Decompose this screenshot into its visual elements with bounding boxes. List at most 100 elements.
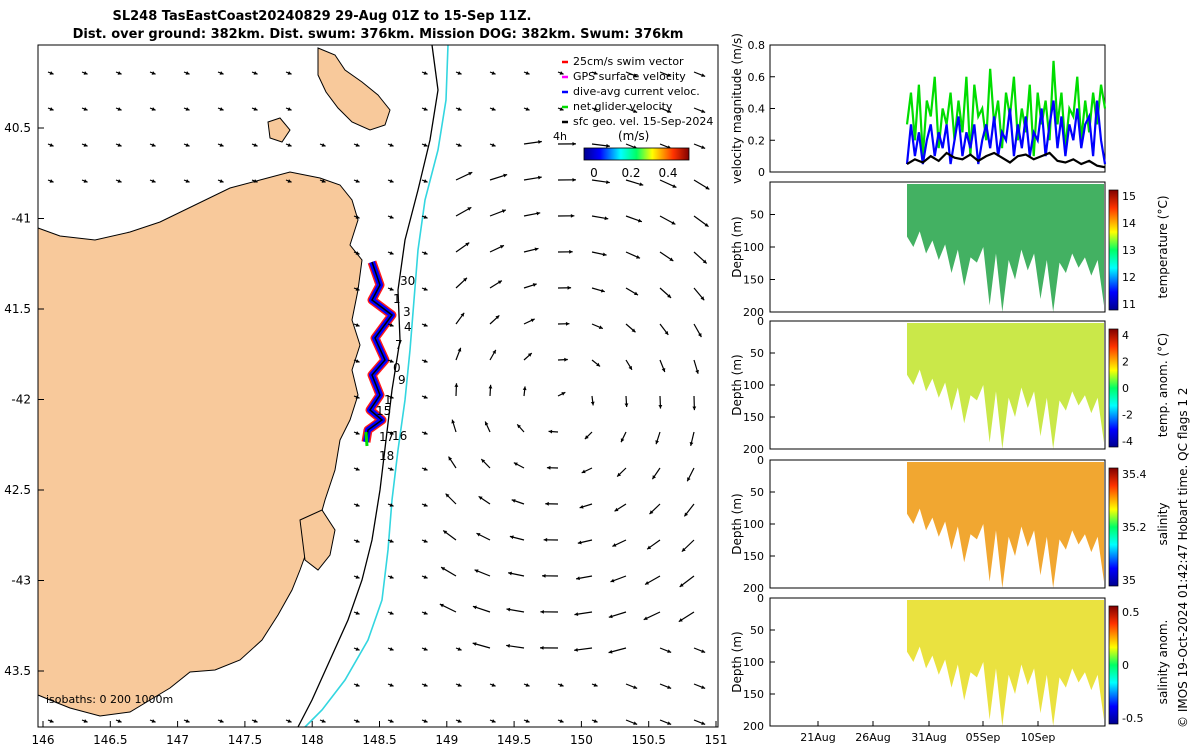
vector-arrowhead	[602, 252, 607, 257]
vector-arrowhead	[49, 143, 54, 147]
vector-arrowhead	[49, 719, 54, 723]
vector-arrowhead	[389, 611, 394, 615]
vector-arrowhead	[253, 107, 258, 111]
waypoint-label: 18	[379, 449, 394, 463]
vector-arrowhead	[355, 359, 360, 363]
heatmap-panel: 0 50 100 150 200 Depth (m) 35.4 35.2 35 salinity	[730, 454, 1170, 595]
heatmap-ytick-label: 0	[757, 592, 764, 605]
vector-arrowhead	[527, 353, 532, 357]
vector-arrowhead	[701, 721, 706, 725]
vector-arrowhead	[540, 609, 544, 614]
vector-arrowhead	[636, 255, 641, 259]
vector-arrowhead	[355, 395, 360, 399]
vector-arrowhead	[287, 71, 292, 75]
vector-arrowhead	[423, 287, 428, 291]
vector-arrowhead	[530, 318, 535, 323]
vector-arrowhead	[321, 179, 326, 183]
vector-arrowhead	[355, 611, 360, 615]
vector-arrowhead	[704, 222, 709, 227]
vector-arrowhead	[448, 456, 453, 461]
vector-arrowhead	[511, 499, 516, 503]
vector-arrowhead	[633, 109, 638, 113]
heatmap-ytick-label: 200	[743, 306, 764, 319]
vector-arrowhead	[576, 576, 580, 581]
vector-arrowhead	[423, 503, 428, 507]
vector-arrowhead	[701, 145, 706, 149]
vector-arrowhead	[701, 649, 706, 653]
vector-arrowhead	[445, 493, 450, 498]
map-ytick-label: 42.5	[4, 483, 31, 497]
waypoint-label: 1	[393, 292, 401, 306]
heatmap-ytick-label: 50	[750, 209, 764, 222]
vector-arrowhead	[389, 143, 394, 147]
vector-arrowhead	[702, 259, 707, 264]
vector-arrowhead	[355, 251, 360, 255]
vector-arrowhead	[389, 395, 394, 399]
vector-arrowhead	[253, 71, 258, 75]
waypoint-label: 30	[400, 274, 415, 288]
legend-label: sfc geo. vel. 15-Sep-2024	[573, 115, 713, 128]
time-series-panels: 0 0.2 0.4 0.6 0.8 velocity magnitude (m/s) 50 1…	[730, 33, 1170, 744]
heatmap-colorbar-tick: -4	[1122, 435, 1133, 448]
vector-arrowhead	[596, 362, 601, 367]
vector-arrowhead	[572, 177, 576, 182]
vector-arrowhead	[633, 291, 638, 296]
isobath-200	[297, 44, 439, 728]
vector-arrowhead	[460, 312, 465, 317]
vector-arrowhead	[525, 719, 530, 723]
vector-arrowhead	[604, 216, 609, 221]
vector-arrowhead	[581, 469, 586, 474]
vector-arrowhead	[423, 575, 428, 579]
map-xtick-label: 148.5	[362, 733, 396, 747]
vector-arrowhead	[389, 251, 394, 255]
vector-arrowhead	[667, 73, 672, 77]
heatmap-ytick-label: 150	[743, 411, 764, 424]
vector-arrowhead	[564, 357, 568, 362]
vector-arrowhead	[355, 431, 360, 435]
waypoint-label: 15	[376, 404, 391, 418]
vector-arrowhead	[606, 143, 610, 148]
heatmap-clabel: salinity anom.	[1156, 620, 1170, 705]
legend-label: net glider velocity	[573, 100, 673, 113]
vector-arrowhead	[614, 507, 619, 512]
heatmap-ytick-label: 50	[750, 624, 764, 637]
heatmap-colorbar-tick: 35.2	[1122, 521, 1147, 534]
velocity-ytick-label: 0.2	[748, 134, 766, 147]
vector-arrowhead	[570, 213, 575, 218]
vector-arrowhead	[652, 475, 656, 480]
vector-arrowhead	[478, 496, 483, 500]
heatmap-colorbar-tick: 11	[1122, 298, 1136, 311]
vector-arrowhead	[151, 71, 156, 75]
heatmap-ytick-label: 100	[743, 518, 764, 531]
heatmap-ytick-label: 0	[757, 315, 764, 328]
vector-arrowhead	[423, 647, 428, 651]
heatmap-panel: 50 100 150 200 Depth (m) 15 14 13 12 11 temperatur…	[730, 181, 1170, 319]
vector-arrowhead	[537, 175, 542, 180]
vector-arrowhead	[49, 179, 54, 183]
map-ytick-label: 43.5	[4, 664, 31, 678]
velocity-panel: 0 0.2 0.4 0.6 0.8 velocity magnitude (m/s)	[730, 33, 1107, 184]
vector-arrowhead	[655, 440, 660, 445]
vector-arrowhead	[620, 438, 625, 443]
vector-arrowhead	[389, 359, 394, 363]
heatmap-colorbar-tick: 4	[1122, 329, 1129, 342]
title-line1: SL248 TasEastCoast20240829 29-Aug 01Z to…	[112, 9, 531, 24]
colorbar-units: (m/s)	[618, 129, 649, 143]
vector-arrowhead	[488, 384, 493, 389]
vector-arrowhead	[219, 107, 224, 111]
vector-arrowhead	[389, 431, 394, 435]
heatmap-colorbar-tick: 35	[1122, 574, 1136, 587]
map-colorbar-tick: 0	[590, 166, 598, 180]
vector-arrowhead	[423, 467, 428, 471]
waypoint-label: 9	[398, 373, 406, 387]
heatmap-ytick-label: 0	[757, 454, 764, 467]
vector-arrowhead	[536, 211, 541, 216]
vector-arrowhead	[423, 539, 428, 543]
vector-arrowhead	[497, 280, 502, 285]
vector-arrowhead	[443, 530, 448, 535]
vector-arrowhead	[495, 315, 500, 320]
vector-arrowhead	[467, 207, 472, 211]
vector-arrowhead	[517, 424, 521, 429]
